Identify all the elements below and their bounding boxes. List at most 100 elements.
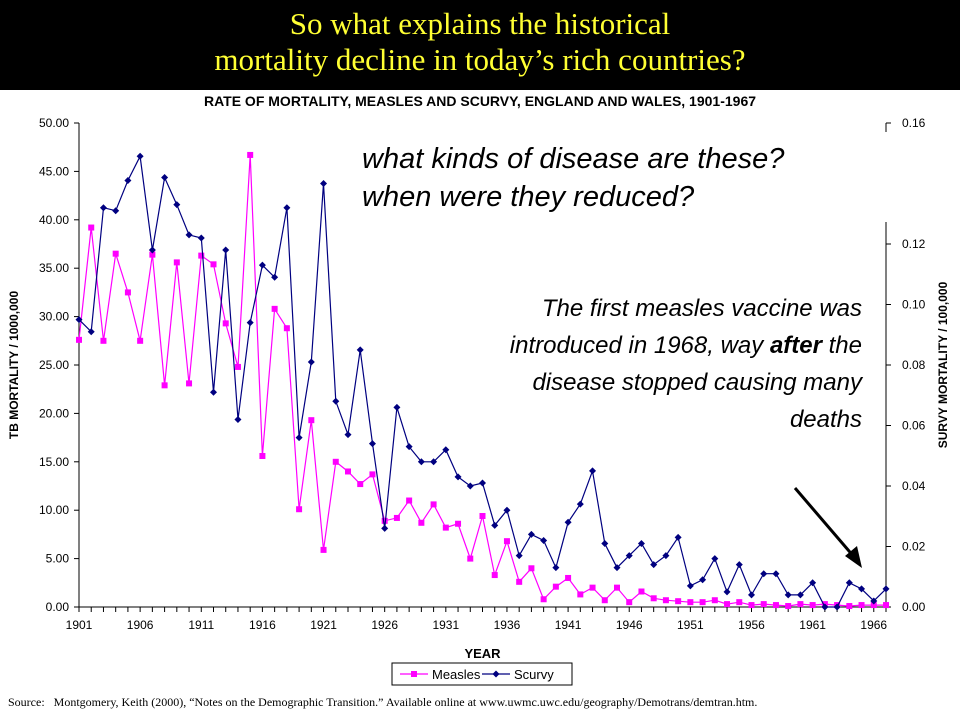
scurvy-point <box>564 518 572 526</box>
measles-point <box>883 602 889 609</box>
measles-legend-label: Measles <box>432 667 481 682</box>
vaccine-note-part-2: the disease stopped causing many deaths <box>532 332 862 433</box>
slide-title-line-2: mortality decline in today’s rich countr… <box>214 42 746 77</box>
measles-point <box>332 458 339 465</box>
scurvy-point <box>210 388 217 396</box>
measles-point <box>479 513 486 520</box>
scurvy-point <box>858 585 866 593</box>
scurvy-point <box>417 458 425 466</box>
scurvy-point <box>99 204 107 212</box>
measles-point <box>662 597 669 604</box>
scurvy-point <box>491 521 499 529</box>
scurvy-point <box>699 576 707 584</box>
measles-point <box>748 602 755 609</box>
measles-point <box>699 599 706 606</box>
scurvy-point <box>197 234 205 242</box>
scurvy-point <box>674 533 682 541</box>
scurvy-point <box>405 443 413 451</box>
left-tick-label: 15.00 <box>39 455 69 469</box>
scurvy-point <box>136 152 144 160</box>
right-tick-label: 0.02 <box>902 540 926 554</box>
measles-point <box>247 151 254 158</box>
scurvy-point <box>637 539 645 547</box>
scurvy-point <box>430 458 438 466</box>
measles-point <box>503 538 510 545</box>
scurvy-point <box>271 273 279 281</box>
scurvy-point <box>772 570 780 578</box>
measles-point <box>614 584 620 591</box>
right-tick-label: 0.06 <box>902 419 926 433</box>
scurvy-point <box>527 530 535 538</box>
measles-point <box>369 471 376 478</box>
x-tick-label: 1936 <box>494 618 521 632</box>
vaccine-note: The first measles vaccine was introduced… <box>482 290 862 438</box>
scurvy-point <box>650 561 658 569</box>
scurvy-point <box>368 440 376 448</box>
scurvy-point <box>344 431 352 439</box>
scurvy-point <box>234 415 242 423</box>
x-tick-label: 1926 <box>371 618 398 632</box>
measles-point <box>467 555 474 562</box>
measles-point <box>210 261 217 268</box>
left-tick-label: 50.00 <box>39 116 69 130</box>
x-axis-title: YEAR <box>464 646 501 661</box>
measles-point <box>858 602 865 609</box>
scurvy-point <box>662 552 670 560</box>
scurvy-point <box>75 316 83 324</box>
scurvy-point <box>515 552 523 560</box>
measles-point <box>406 497 413 504</box>
scurvy-point <box>307 358 315 366</box>
scurvy-point <box>552 564 560 572</box>
measles-point <box>516 578 523 585</box>
scurvy-point <box>882 585 890 593</box>
scurvy-point <box>356 346 364 354</box>
measles-legend-marker <box>411 671 417 677</box>
measles-point <box>638 588 645 595</box>
measles-point <box>149 251 156 258</box>
scurvy-point <box>760 570 768 578</box>
measles-point <box>785 603 792 610</box>
right-tick-label: 0.12 <box>902 237 926 251</box>
x-tick-label: 1911 <box>188 618 214 632</box>
measles-point <box>455 520 462 527</box>
question-callout: what kinds of disease are these? when we… <box>362 140 784 216</box>
scurvy-point <box>222 246 230 254</box>
right-axis-title: SURVY MORTALITY / 100,000 <box>936 281 950 448</box>
left-tick-label: 40.00 <box>39 213 69 227</box>
right-tick-label: 0.10 <box>902 298 926 312</box>
scurvy-point <box>576 500 584 508</box>
x-tick-label: 1921 <box>310 618 337 632</box>
scurvy-point <box>809 579 817 587</box>
left-tick-label: 20.00 <box>39 406 69 420</box>
right-tick-label: 0.08 <box>902 358 926 372</box>
scurvy-point <box>845 579 853 587</box>
scurvy-point <box>283 204 291 212</box>
scurvy-point <box>540 536 548 544</box>
measles-point <box>675 598 682 605</box>
measles-point <box>308 417 315 424</box>
measles-point <box>626 599 633 606</box>
measles-point <box>552 583 559 590</box>
note-arrow-shaft <box>793 487 857 559</box>
scurvy-point <box>784 591 792 599</box>
measles-point <box>173 259 180 266</box>
x-tick-label: 1931 <box>432 618 459 632</box>
measles-point <box>870 602 877 609</box>
scurvy-point <box>258 261 266 269</box>
scurvy-point <box>466 482 474 490</box>
measles-point <box>528 565 535 572</box>
scurvy-point <box>821 603 829 611</box>
measles-point <box>711 597 718 604</box>
scurvy-point <box>87 328 95 336</box>
left-tick-label: 45.00 <box>39 164 69 178</box>
measles-point <box>540 596 547 603</box>
measles-point <box>687 599 694 606</box>
measles-point <box>198 252 205 259</box>
callout-backdrop <box>360 132 930 222</box>
scurvy-point <box>870 597 878 605</box>
left-tick-label: 30.00 <box>39 310 69 324</box>
question-line-1: what kinds of disease are these? <box>362 143 785 175</box>
x-tick-label: 1941 <box>555 618 582 632</box>
measles-point <box>601 597 608 604</box>
measles-point <box>589 584 596 591</box>
